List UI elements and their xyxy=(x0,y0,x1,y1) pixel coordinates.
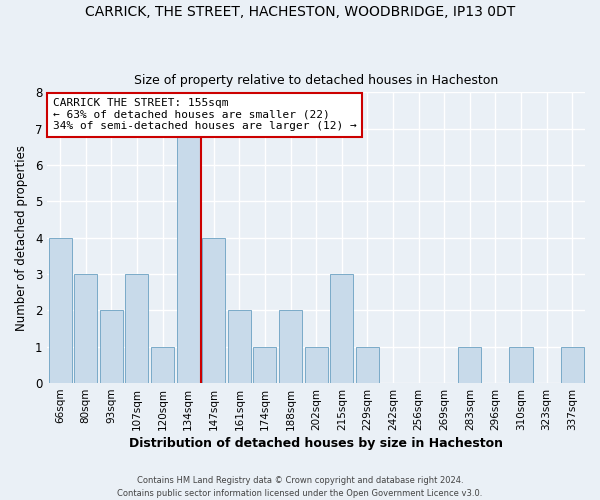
Bar xyxy=(305,346,328,383)
Title: Size of property relative to detached houses in Hacheston: Size of property relative to detached ho… xyxy=(134,74,498,87)
Bar xyxy=(49,238,71,383)
Bar xyxy=(74,274,97,383)
Bar xyxy=(356,346,379,383)
Text: CARRICK, THE STREET, HACHESTON, WOODBRIDGE, IP13 0DT: CARRICK, THE STREET, HACHESTON, WOODBRID… xyxy=(85,5,515,19)
Bar xyxy=(458,346,481,383)
Y-axis label: Number of detached properties: Number of detached properties xyxy=(15,144,28,330)
Bar xyxy=(151,346,174,383)
Bar xyxy=(202,238,225,383)
Bar xyxy=(100,310,123,383)
Bar xyxy=(228,310,251,383)
Bar xyxy=(560,346,584,383)
Bar xyxy=(279,310,302,383)
Bar xyxy=(253,346,277,383)
Bar xyxy=(176,128,200,383)
Bar xyxy=(330,274,353,383)
Bar xyxy=(509,346,533,383)
X-axis label: Distribution of detached houses by size in Hacheston: Distribution of detached houses by size … xyxy=(129,437,503,450)
Text: Contains HM Land Registry data © Crown copyright and database right 2024.
Contai: Contains HM Land Registry data © Crown c… xyxy=(118,476,482,498)
Bar xyxy=(125,274,148,383)
Text: CARRICK THE STREET: 155sqm
← 63% of detached houses are smaller (22)
34% of semi: CARRICK THE STREET: 155sqm ← 63% of deta… xyxy=(53,98,356,132)
